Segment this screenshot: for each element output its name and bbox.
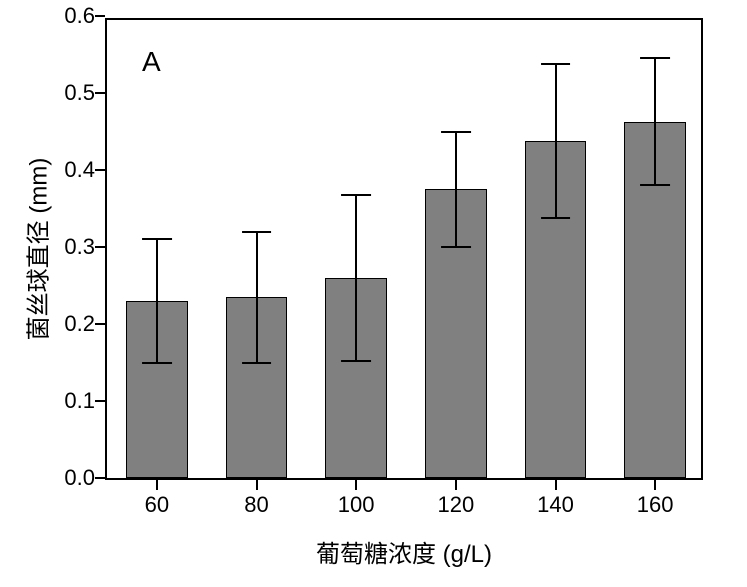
error-cap-top [341, 194, 371, 196]
error-bar [555, 64, 557, 218]
error-cap-bottom [441, 246, 471, 248]
panel-label: A [142, 46, 161, 78]
x-tick-label: 140 [537, 478, 574, 518]
x-tick-label: 120 [437, 478, 474, 518]
error-cap-top [441, 131, 471, 133]
error-bar [654, 58, 656, 184]
y-tick-label: 0.1 [64, 388, 107, 414]
y-axis-title: 菌丝球直径 (mm) [19, 158, 54, 341]
error-cap-top [640, 57, 670, 59]
x-tick-label: 80 [244, 478, 268, 518]
plot-area: 0.00.10.20.30.40.50.66080100120140160 [105, 18, 703, 480]
y-tick-label: 0.6 [64, 3, 107, 29]
y-tick-label: 0.4 [64, 157, 107, 183]
error-cap-bottom [541, 217, 571, 219]
error-cap-bottom [640, 184, 670, 186]
x-axis-title: 葡萄糖浓度 (g/L) [316, 534, 492, 569]
x-tick-label: 160 [637, 478, 674, 518]
error-cap-bottom [142, 362, 172, 364]
y-tick-label: 0.3 [64, 234, 107, 260]
error-cap-bottom [341, 360, 371, 362]
error-bar [256, 232, 258, 363]
y-tick-label: 0.0 [64, 465, 107, 491]
x-tick-label: 100 [338, 478, 375, 518]
y-tick-label: 0.5 [64, 80, 107, 106]
error-cap-top [242, 231, 272, 233]
error-bar [355, 195, 357, 361]
error-cap-top [541, 63, 571, 65]
x-tick-label: 60 [145, 478, 169, 518]
error-cap-top [142, 238, 172, 240]
error-bar [455, 132, 457, 248]
y-tick-label: 0.2 [64, 311, 107, 337]
error-cap-bottom [242, 362, 272, 364]
figure: 0.00.10.20.30.40.50.66080100120140160 A … [0, 0, 747, 587]
error-bar [156, 239, 158, 362]
